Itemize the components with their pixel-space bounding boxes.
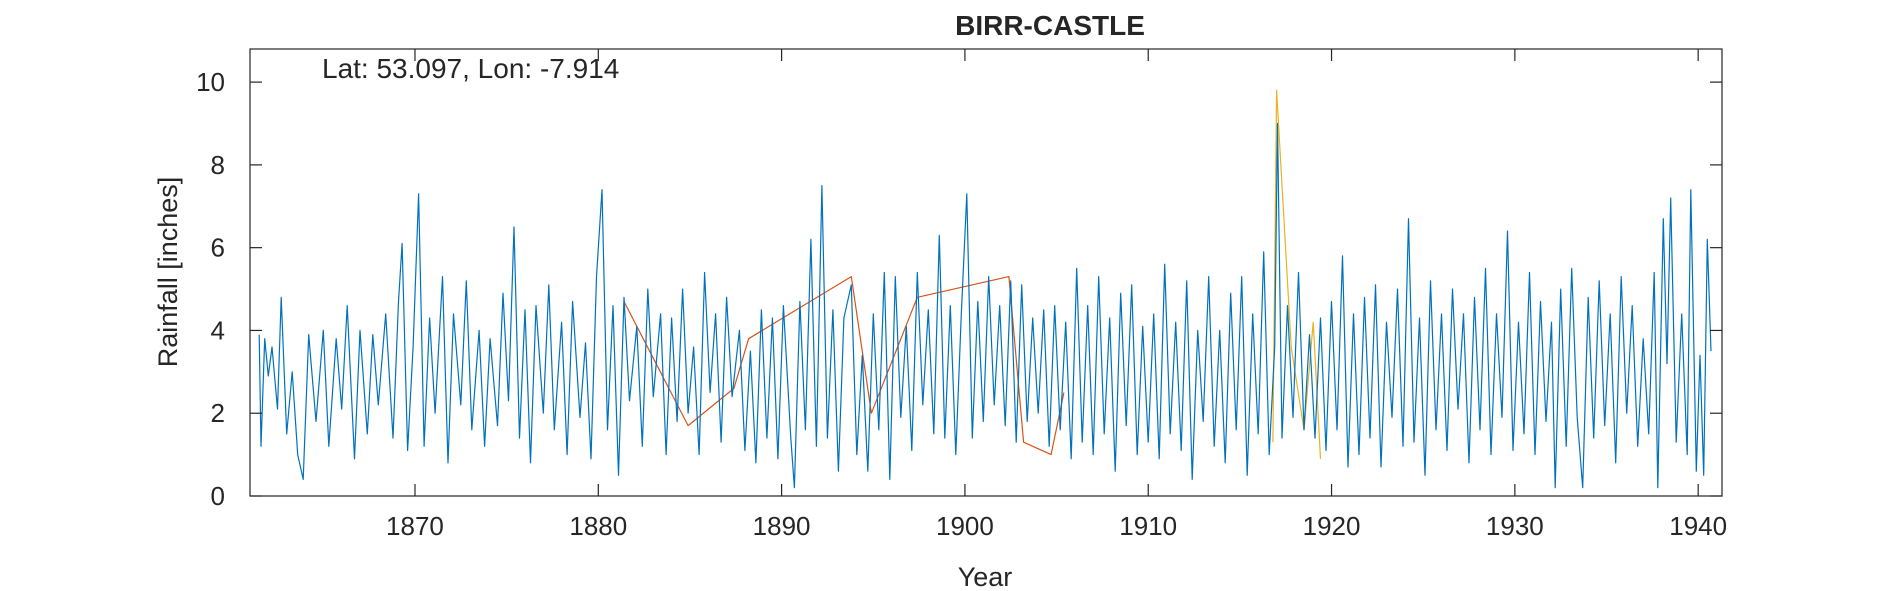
x-tick-label: 1880 (569, 511, 627, 541)
y-tick-label: 2 (211, 398, 225, 428)
axes-box (249, 48, 1723, 497)
x-tick-label: 1940 (1669, 511, 1727, 541)
series-layer (258, 89, 1712, 489)
x-tick-label: 1870 (386, 511, 444, 541)
y-tick-label: 8 (211, 150, 225, 180)
y-tick-label: 0 (211, 481, 225, 511)
x-axis-label: Year (958, 562, 1013, 591)
y-tick-label: 6 (211, 233, 225, 263)
x-axis-ticks: 1870 1880 1890 1900 1910 1920 1930 1940 (386, 49, 1727, 541)
series-line-2 (1272, 89, 1322, 459)
y-tick-label: 10 (196, 67, 225, 97)
y-axis-label: Rainfall [inches] (153, 177, 183, 368)
chart-title: BIRR-CASTLE (955, 10, 1145, 41)
series-line-1 (623, 276, 1065, 456)
x-tick-label: 1910 (1119, 511, 1177, 541)
y-axis-ticks: 0 2 4 6 8 10 (196, 67, 1722, 511)
series-line-3 (258, 122, 1712, 489)
plot-area: 1870 1880 1890 1900 1910 1920 1930 1940 0 2 4 6 8 10 (196, 48, 1727, 541)
x-tick-label: 1920 (1303, 511, 1361, 541)
coordinates-annotation: Lat: 53.097, Lon: -7.914 (322, 53, 619, 84)
y-tick-label: 4 (211, 315, 225, 345)
x-tick-label: 1930 (1486, 511, 1544, 541)
x-tick-label: 1900 (936, 511, 994, 541)
x-tick-label: 1890 (753, 511, 811, 541)
